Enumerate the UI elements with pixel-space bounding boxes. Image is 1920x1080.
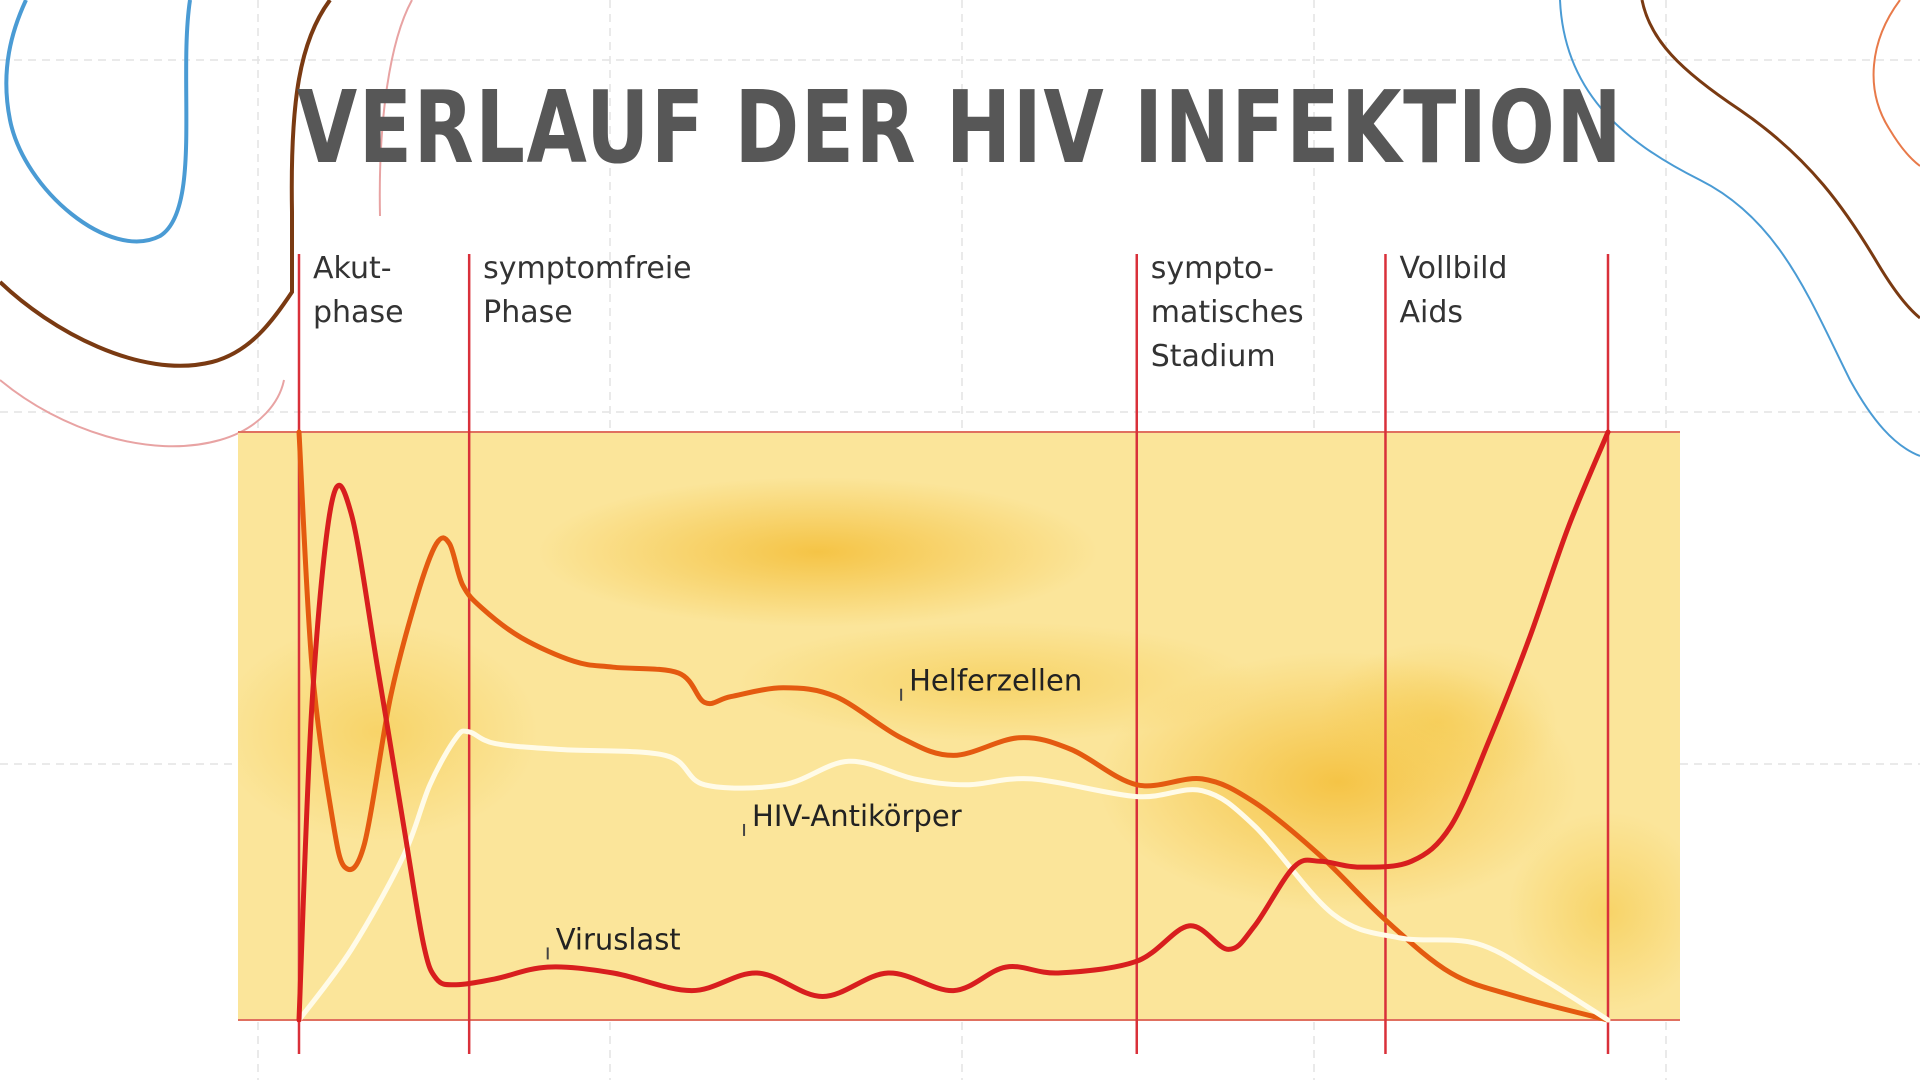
brown-doodle-right (1640, 0, 1920, 320)
phase-label-0-line-0: Akut- (313, 251, 392, 286)
orange-doodle-right (1872, 0, 1920, 167)
series-line-hiv-antikoerper (296, 728, 1611, 1023)
series-label-helferzellen: Helferzellen (909, 664, 1082, 698)
series-labels: Helferzellen HIV-Antikörper Viruslast (546, 664, 1082, 960)
chart-band-shading (238, 477, 1680, 1012)
blue-doodle-right (1559, 0, 1920, 457)
chart-panel: Akut-phase symptomfreie Phase sympto-matisc… (238, 212, 1680, 1074)
phase-label-1-line-0: symptomfreie (483, 251, 691, 286)
series-label-hiv-antikoerper: HIV-Antikörper (752, 799, 962, 833)
phase-label-0-line-1: phase (313, 295, 404, 330)
phase-label-3-line-1: Aids (1399, 295, 1463, 330)
brown-doodle-left (0, 0, 332, 368)
series-lines (296, 429, 1611, 1023)
phase-label-2-line-1: matisches (1151, 295, 1304, 330)
phase-label-1-line-1: Phase (483, 295, 573, 330)
phase-label-2-line-2: Stadium (1151, 339, 1276, 374)
series-label-viruslast: Viruslast (556, 922, 681, 956)
phase-label-2-line-0: sympto- (1151, 251, 1274, 286)
series-line-helferzellen (296, 429, 1611, 1023)
blue-doodle-left (4, 0, 192, 244)
pink-doodle-left (0, 0, 413, 448)
phase-labels: Akut-phase symptomfreie Phase sympto-matisc… (313, 251, 1507, 374)
series-line-viruslast (296, 429, 1611, 1023)
phase-label-3-line-0: Vollbild (1399, 251, 1507, 286)
hiv-course-chart: Akut-phase symptomfreie Phase sympto-matisc… (238, 251, 1680, 1054)
slide-title: Verlauf der HIV Infektion (296, 69, 1624, 186)
